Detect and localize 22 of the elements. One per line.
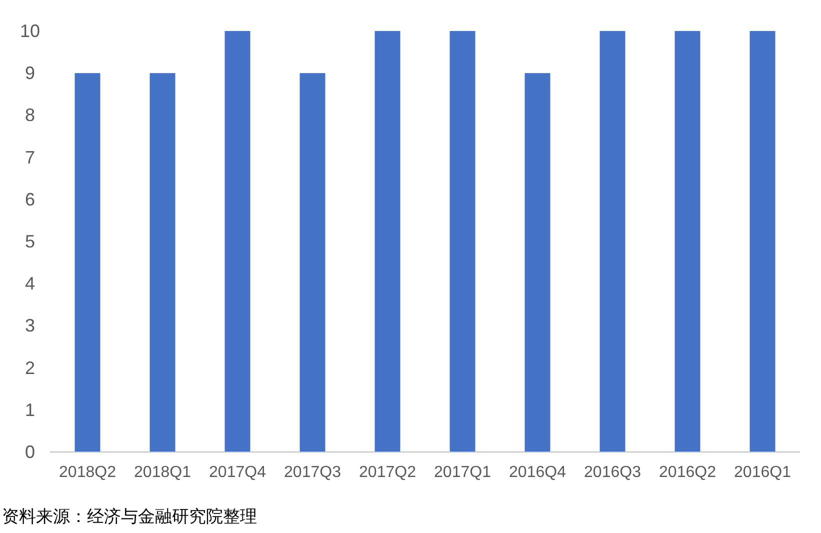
ytick: 7 xyxy=(25,147,35,168)
xtick: 2016Q3 xyxy=(584,464,641,481)
ytick: 1 xyxy=(25,400,35,420)
annotation: 资料来源：经济与金融研究院整理 xyxy=(2,507,257,526)
ytick: 8 xyxy=(25,105,35,126)
xtick: 2017Q1 xyxy=(434,464,491,481)
ytick: 4 xyxy=(25,274,35,294)
xtick: 2018Q2 xyxy=(59,464,116,481)
ytick: 3 xyxy=(25,316,35,336)
xtick: 2017Q4 xyxy=(209,464,266,481)
ytick: 0 xyxy=(25,442,35,462)
ytick: 5 xyxy=(25,232,35,252)
ytick: 10 xyxy=(20,21,40,41)
xtick: 2016Q2 xyxy=(659,464,716,481)
ytick: 2 xyxy=(25,358,35,378)
xtick: 2016Q4 xyxy=(509,464,566,481)
xtick: 2016Q1 xyxy=(734,464,791,481)
xtick: 2017Q3 xyxy=(284,464,341,481)
xtick: 2017Q2 xyxy=(359,464,416,481)
ytick: 9 xyxy=(25,63,35,84)
ytick: 6 xyxy=(25,189,35,210)
xtick: 2018Q1 xyxy=(134,464,191,481)
